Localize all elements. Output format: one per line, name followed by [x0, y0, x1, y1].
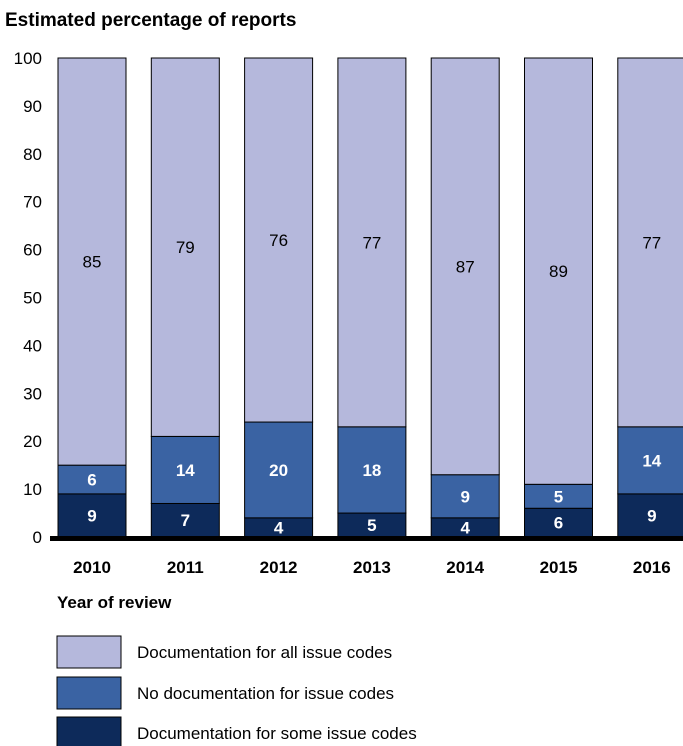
- x-axis-label: Year of review: [57, 593, 172, 612]
- y-tick-label: 80: [23, 145, 42, 164]
- data-label: 6: [87, 471, 96, 490]
- bar-segment: [617, 426, 683, 495]
- legend: Documentation for all issue codes No docu…: [56, 635, 417, 746]
- data-label: 5: [367, 516, 376, 535]
- x-axis-line: [50, 536, 683, 541]
- data-label: 14: [642, 451, 661, 470]
- x-axis: 2010 2011 2012 2013 2014 2015 2016: [50, 536, 683, 577]
- legend-label: Documentation for all issue codes: [137, 643, 392, 662]
- bar-stack-2015: 6 5 89: [524, 57, 593, 538]
- data-label: 6: [554, 514, 563, 533]
- data-label: 79: [176, 238, 195, 257]
- x-tick-label: 2011: [167, 558, 204, 577]
- legend-swatch: [56, 635, 122, 669]
- bar-segment: [337, 426, 407, 514]
- bar-segment: [617, 493, 683, 538]
- data-label: 77: [362, 233, 381, 252]
- legend-swatch: [56, 676, 122, 710]
- bar-segment: [150, 502, 220, 538]
- y-tick-label: 0: [33, 528, 42, 547]
- data-label: 14: [176, 461, 195, 480]
- bar-segment: [430, 57, 500, 476]
- x-tick-label: 2013: [353, 558, 391, 577]
- bar-segment: [150, 57, 220, 437]
- data-label: 9: [87, 506, 96, 525]
- data-label: 4: [460, 518, 470, 537]
- y-tick-label: 60: [23, 241, 42, 260]
- data-label: 4: [274, 518, 284, 537]
- legend-label: No documentation for issue codes: [137, 684, 394, 703]
- x-tick-label: 2010: [73, 558, 111, 577]
- data-label: 76: [269, 231, 288, 250]
- x-tick-label: 2016: [633, 558, 671, 577]
- data-label: 85: [83, 253, 102, 272]
- legend-label: Documentation for some issue codes: [137, 724, 417, 743]
- y-tick-label: 50: [23, 289, 42, 308]
- y-tick-label: 20: [23, 432, 42, 451]
- bar-segment: [244, 57, 314, 423]
- data-label: 20: [269, 461, 288, 480]
- data-label: 9: [647, 506, 656, 525]
- data-label: 18: [362, 461, 381, 480]
- bars-group: 9 6 85 7 14 79 4 20 76 5 18 77 4 9 87 6 5 89 9 14 77: [57, 57, 683, 538]
- data-label: 87: [456, 257, 475, 276]
- data-label: 89: [549, 262, 568, 281]
- data-label: 7: [181, 511, 190, 530]
- bar-segment: [57, 57, 127, 466]
- y-tick-label: 40: [23, 336, 42, 355]
- y-axis: 0 10 20 30 40 50 60 70 80 90 100: [14, 49, 42, 547]
- bar-stack-2011: 7 14 79: [150, 57, 220, 538]
- data-label: 5: [554, 487, 563, 506]
- bar-stack-2010: 9 6 85: [57, 57, 127, 538]
- legend-swatch: [56, 716, 122, 746]
- bar-segment: [57, 464, 127, 495]
- data-label: 9: [460, 487, 469, 506]
- y-tick-label: 70: [23, 193, 42, 212]
- bar-segment: [617, 57, 683, 428]
- bar-stack-2012: 4 20 76: [244, 57, 314, 538]
- x-tick-label: 2012: [260, 558, 298, 577]
- y-tick-label: 30: [23, 384, 42, 403]
- y-tick-label: 100: [14, 49, 42, 68]
- chart-title: Estimated percentage of reports: [5, 10, 296, 31]
- bar-segment: [524, 57, 593, 485]
- bar-segment: [150, 435, 220, 504]
- bar-stack-2013: 5 18 77: [337, 57, 407, 538]
- x-tick-label: 2014: [446, 558, 484, 577]
- bar-stack-2014: 4 9 87: [430, 57, 500, 538]
- data-label: 77: [642, 233, 661, 252]
- bar-segment: [244, 421, 314, 519]
- y-tick-label: 90: [23, 97, 42, 116]
- bar-stack-2016: 9 14 77: [617, 57, 683, 538]
- y-tick-label: 10: [23, 480, 42, 499]
- bar-segment: [57, 493, 127, 538]
- x-tick-label: 2015: [540, 558, 578, 577]
- bar-segment: [337, 57, 407, 428]
